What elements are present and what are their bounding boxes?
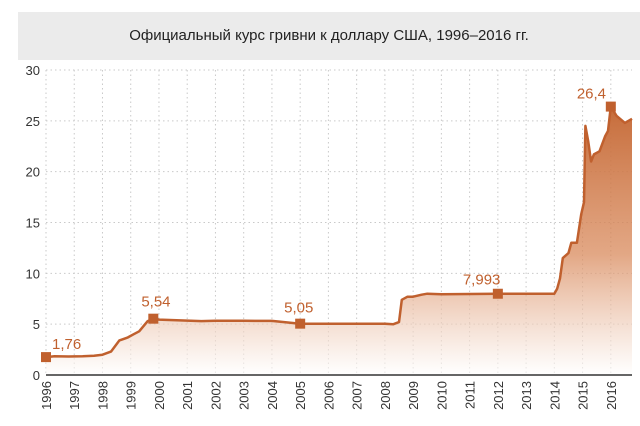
x-tick-label: 2007: [350, 381, 365, 410]
data-marker: [148, 313, 159, 324]
x-tick-label: 2002: [208, 381, 223, 410]
data-marker: [605, 101, 616, 112]
x-tick-label: 1999: [124, 381, 139, 410]
data-marker: [41, 352, 51, 363]
y-tick-label: 15: [26, 216, 40, 231]
y-tick-label: 25: [26, 114, 40, 129]
data-label: 1,76: [52, 336, 81, 353]
x-tick-label: 2001: [180, 381, 195, 410]
data-marker: [492, 288, 503, 299]
x-tick-label: 2004: [265, 381, 280, 410]
x-tick-label: 2011: [463, 381, 478, 409]
x-tick-label: 1997: [67, 381, 82, 410]
x-tick-label: 2005: [293, 381, 308, 410]
x-tick-label: 2010: [434, 381, 449, 410]
series-line: [45, 105, 633, 359]
y-tick-label: 0: [33, 368, 40, 383]
markers: 1,76 5,54 5,05 7,993 26,4: [41, 86, 616, 363]
x-tick-label: 2009: [406, 381, 421, 410]
series-area: [46, 106, 632, 375]
chart-title-bar: Официальный курс гривни к доллару США, 1…: [18, 12, 640, 60]
data-marker: [295, 318, 306, 329]
axis: 0 5 10 15 20 25 30 1996 1997 1998 1999 2000 2001 2002…: [26, 63, 632, 410]
y-tick-label: 30: [26, 63, 40, 78]
x-tick-label: 2000: [152, 381, 167, 410]
data-label: 5,54: [141, 294, 170, 311]
x-tick-label: 2006: [321, 381, 336, 410]
x-tick-label: 2008: [378, 381, 393, 410]
x-tick-label: 2014: [547, 381, 562, 410]
y-tick-label: 10: [26, 266, 40, 281]
data-label: 7,993: [463, 272, 501, 289]
y-tick-label: 20: [26, 165, 40, 180]
chart-title: Официальный курс гривни к доллару США, 1…: [129, 27, 529, 44]
x-tick-label: 2013: [519, 381, 534, 410]
x-tick-label: 2003: [237, 381, 252, 410]
area-layer: [45, 105, 633, 375]
x-tick-label: 2012: [491, 381, 506, 410]
x-tick-label: 1996: [39, 381, 54, 410]
x-tick-label: 2015: [576, 381, 591, 410]
y-tick-label: 5: [33, 317, 40, 332]
x-tick-label: 2016: [604, 381, 619, 410]
data-label: 5,05: [284, 300, 313, 317]
data-label: 26,4: [577, 86, 606, 103]
x-tick-label: 1998: [95, 381, 110, 410]
